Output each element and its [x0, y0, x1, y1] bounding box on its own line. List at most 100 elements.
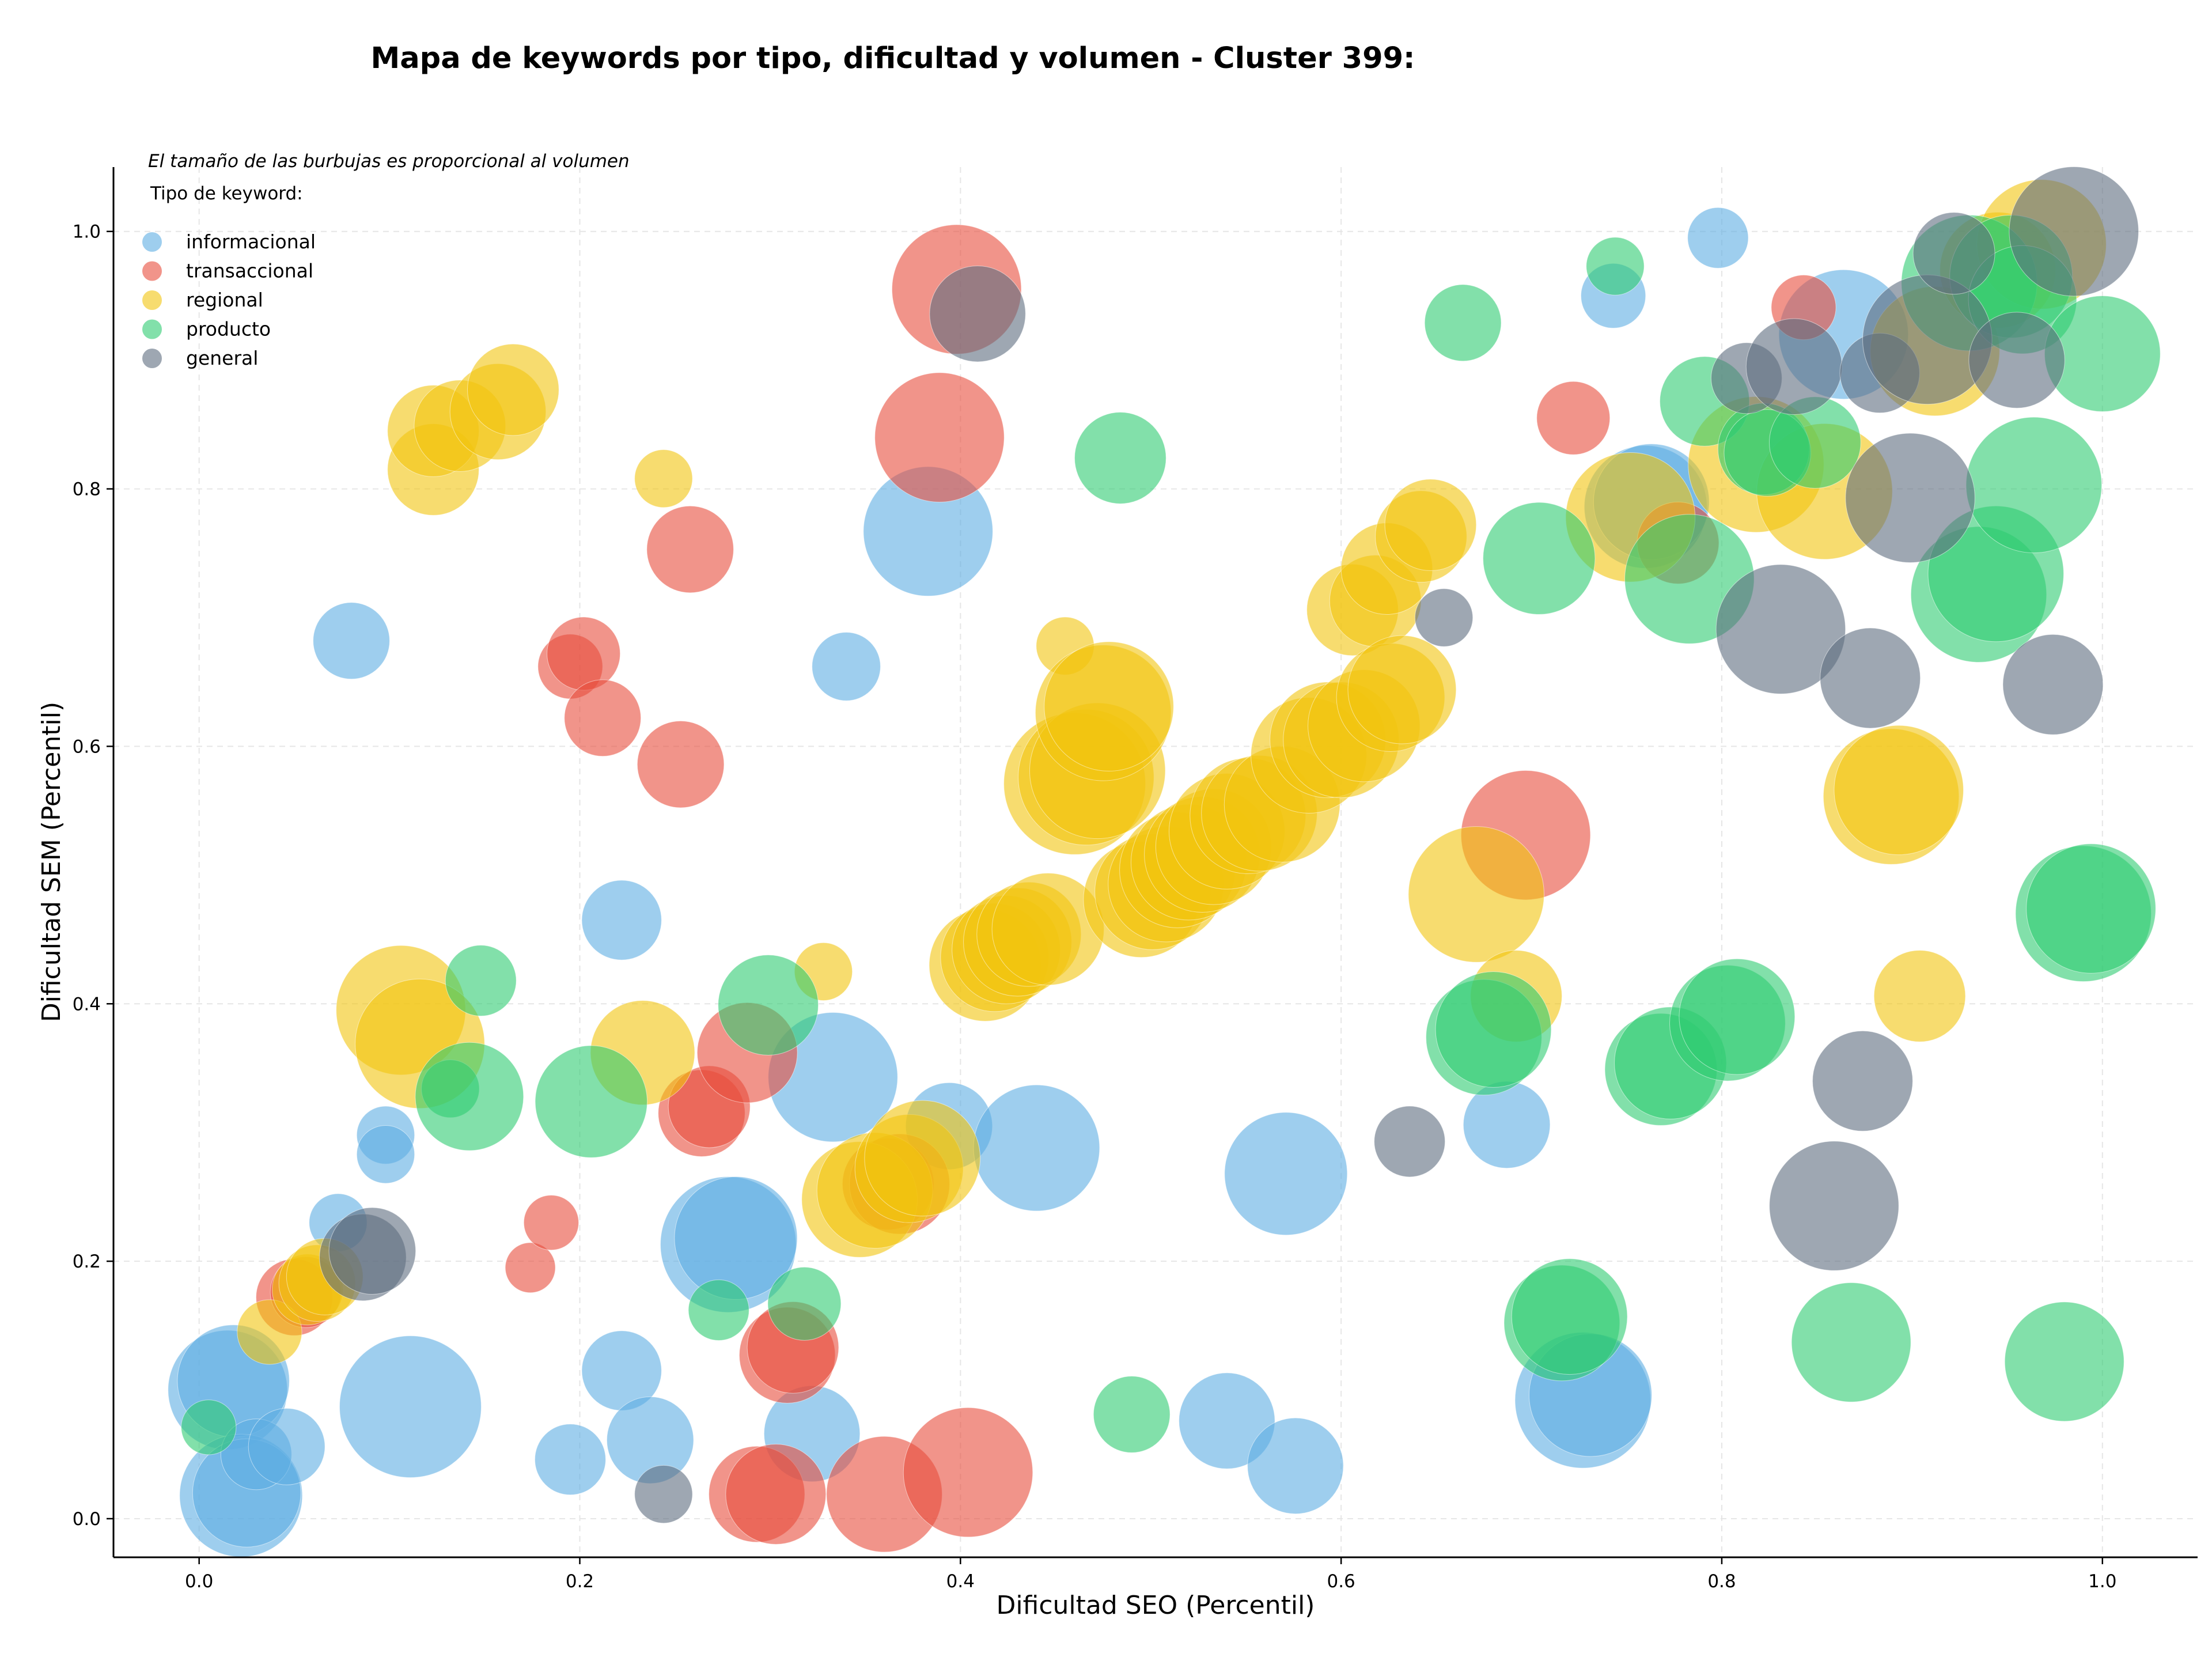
bubble-transaccional [646, 505, 734, 593]
bubble-informacional [1224, 1112, 1348, 1236]
bubble-producto [1965, 417, 2103, 554]
bubble-regional [634, 449, 693, 508]
legend-title: Tipo de keyword: [150, 183, 303, 204]
bubble-general [1845, 433, 1975, 563]
chart-title: Mapa de keywords por tipo, dificultad y … [371, 41, 1415, 75]
bubble-informacional [1687, 207, 1749, 269]
bubble-informacional [973, 1084, 1100, 1212]
bubble-producto [535, 1045, 648, 1158]
size-note: El tamaño de las burbujas es proporciona… [148, 151, 630, 172]
legend-label: transaccional [186, 260, 313, 282]
bubble-transaccional [874, 372, 1005, 502]
bubble-general [1374, 1106, 1446, 1178]
legend-marker [142, 319, 162, 339]
bubble-informacional [339, 1335, 482, 1478]
y-tick-label: 0.2 [73, 1251, 101, 1272]
bubble-producto [1483, 502, 1596, 615]
bubble-informacional [812, 631, 881, 701]
bubble-regional [1044, 641, 1174, 771]
bubble-general [1820, 627, 1921, 729]
bubble-informacional [1179, 1372, 1275, 1469]
y-ticks: 0.0 0.2 0.4 0.6 0.8 1.0 [73, 222, 113, 1530]
bubble-transaccional [725, 1444, 827, 1545]
bubble-producto [2004, 1301, 2124, 1422]
bubble-informacional [534, 1424, 606, 1496]
bubble-transaccional [547, 616, 621, 691]
x-tick-label: 0.6 [1327, 1571, 1355, 1592]
bubble-informacional [1247, 1417, 1344, 1515]
bubble-regional [1384, 479, 1477, 572]
bubble-transaccional [903, 1407, 1033, 1538]
bubble-regional [864, 1100, 981, 1217]
bubble-transaccional [637, 720, 725, 808]
y-tick-label: 0.4 [73, 994, 101, 1015]
bubble-producto [718, 955, 819, 1055]
bubble-producto [1074, 412, 1166, 504]
bubble-producto [1435, 971, 1552, 1088]
bubble-regional [1834, 725, 1964, 856]
x-tick-label: 0.8 [1707, 1571, 1736, 1592]
legend: El tamaño de las burbujas es proporciona… [142, 151, 630, 369]
bubble-regional [467, 343, 559, 436]
bubble-regional [1347, 635, 1457, 744]
bubble-general [1745, 318, 1843, 415]
legend-marker [142, 261, 162, 281]
bubble-producto [445, 945, 517, 1017]
bubble-general [1862, 274, 1993, 405]
bubble-producto [767, 1266, 842, 1341]
bubble-regional [1873, 949, 1966, 1042]
bubble-informacional [248, 1408, 325, 1485]
legend-entry-informacional: informacional [142, 230, 316, 253]
bubble-general [1715, 564, 1846, 694]
bubble-producto [181, 1399, 237, 1455]
legend-entry-regional: regional [142, 289, 263, 311]
legend-marker [142, 232, 162, 252]
y-tick-label: 0.6 [73, 736, 101, 757]
y-tick-label: 0.0 [73, 1509, 101, 1530]
x-tick-label: 1.0 [2088, 1571, 2116, 1592]
bubble-producto [1511, 1258, 1628, 1375]
bubble-layer [168, 166, 2161, 1557]
bubble-general [1812, 1030, 1913, 1132]
bubble-general [2002, 634, 2104, 735]
bubble-general [1414, 588, 1474, 647]
x-tick-label: 0.4 [946, 1571, 975, 1592]
bubble-general [1769, 1141, 1899, 1271]
bubble-general [929, 265, 1026, 362]
bubble-regional [1408, 826, 1544, 963]
bubble-producto [1424, 284, 1502, 362]
legend-label: general [186, 347, 258, 369]
bubble-producto [415, 1042, 524, 1151]
bubble-informacional [313, 602, 390, 680]
legend-marker [142, 290, 162, 310]
bubble-transaccional [523, 1194, 579, 1251]
bubble-producto [1679, 958, 1796, 1075]
x-tick-label: 0.0 [185, 1571, 213, 1592]
y-axis-label: Dificultad SEM (Percentil) [37, 702, 66, 1022]
legend-label: regional [186, 289, 263, 311]
y-tick-label: 0.8 [73, 479, 101, 500]
x-tick-label: 0.2 [566, 1571, 594, 1592]
bubble-informacional [581, 880, 662, 960]
legend-marker [142, 349, 162, 368]
legend-entry-transaccional: transaccional [142, 260, 313, 282]
x-ticks: 0.0 0.2 0.4 0.6 0.8 1.0 [185, 1557, 2116, 1592]
bubble-producto [688, 1279, 749, 1341]
bubble-transaccional [564, 679, 642, 757]
bubble-producto [1791, 1282, 1911, 1402]
legend-entry-general: general [142, 347, 258, 369]
bubble-general [634, 1465, 693, 1524]
y-tick-label: 1.0 [73, 222, 101, 243]
bubble-general [1968, 312, 2065, 408]
bubble-general [328, 1207, 416, 1295]
bubble-general [2009, 166, 2139, 297]
legend-entry-producto: producto [142, 318, 271, 340]
legend-label: informacional [186, 230, 316, 253]
legend-label: producto [186, 318, 271, 340]
bubble-general [1912, 212, 1995, 295]
bubble-producto [1586, 237, 1645, 296]
bubble-producto [2026, 843, 2156, 974]
bubble-producto [1093, 1376, 1171, 1453]
x-axis-label: Dificultad SEO (Percentil) [997, 1591, 1315, 1620]
bubble-informacional [356, 1125, 415, 1184]
